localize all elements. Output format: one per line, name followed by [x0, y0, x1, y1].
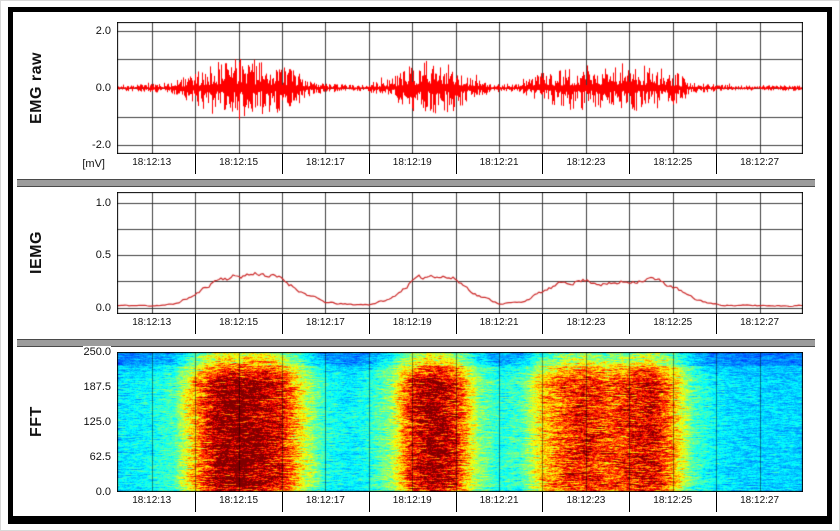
plot-area-iemg: 18:12:13 18:12:15 18:12:17 18:12:19 18:12:21…	[117, 192, 803, 334]
time-axis-gridline	[629, 492, 631, 512]
time-axis-gridline	[368, 154, 370, 174]
panel-emg-raw: EMG raw [mV] 2.0 0.0 -2.0 18:12:13 18:12:15…	[17, 22, 815, 174]
time-axis-gridline	[281, 154, 283, 174]
y-axis-tick-label: 0.5	[95, 249, 111, 262]
y-axis-emg-raw: [mV] 2.0 0.0 -2.0	[57, 22, 117, 170]
time-axis-gridline	[455, 492, 457, 512]
time-axis-gridline	[195, 154, 197, 174]
time-axis-fft: 18:12:13 18:12:15 18:12:17 18:12:19 18:12:21…	[117, 492, 803, 512]
measurement-window: EMG raw [mV] 2.0 0.0 -2.0 18:12:13 18:12:15…	[8, 7, 832, 524]
time-tick-label: 18:12:25	[650, 157, 696, 168]
time-tick-label: 18:12:13	[129, 317, 175, 328]
y-axis-iemg: 1.0 0.5 0.0	[57, 192, 117, 314]
time-tick-label: 18:12:13	[129, 157, 175, 168]
time-axis-gridline	[455, 154, 457, 174]
time-axis-iemg: 18:12:13 18:12:15 18:12:17 18:12:19 18:12:21…	[117, 314, 803, 334]
time-tick-label: 18:12:13	[129, 495, 175, 506]
y-axis-unit-mv: [mV]	[82, 158, 105, 170]
time-tick-label: 18:12:27	[737, 495, 783, 506]
time-axis-gridline	[368, 492, 370, 512]
y-axis-tick-label: 62.5	[89, 451, 111, 463]
time-axis-gridline	[542, 154, 544, 174]
time-tick-label: 18:12:15	[216, 495, 262, 506]
y-axis-tick-label: 2.0	[95, 24, 111, 37]
time-axis-gridline	[542, 492, 544, 512]
time-tick-label: 18:12:19	[389, 157, 435, 168]
y-axis-tick-label: 0.0	[95, 486, 111, 498]
time-tick-label: 18:12:19	[389, 495, 435, 506]
time-axis-emg-raw: 18:12:13 18:12:15 18:12:17 18:12:19 18:12:21…	[117, 154, 803, 174]
time-axis-gridline	[281, 492, 283, 512]
panel-separator	[17, 179, 815, 187]
iemg-envelope-plot	[117, 192, 803, 314]
panel-fft: FFT 250.0 187.5 125.0 62.5 0.0 18:12:13 18:12…	[17, 346, 815, 512]
time-tick-label: 18:12:23	[563, 495, 609, 506]
time-axis-gridline	[542, 314, 544, 334]
time-tick-label: 18:12:25	[650, 317, 696, 328]
panel-separator	[17, 339, 815, 347]
time-tick-label: 18:12:27	[737, 157, 783, 168]
time-axis-gridline	[716, 314, 718, 334]
y-axis-tick-label: 125.0	[83, 416, 111, 428]
y-axis-tick-label: 0.0	[95, 301, 111, 314]
time-tick-label: 18:12:23	[563, 157, 609, 168]
panel-title-fft: FFT	[28, 406, 45, 438]
time-tick-label: 18:12:21	[476, 157, 522, 168]
y-axis-tick-label: 187.5	[83, 381, 111, 393]
time-axis-gridline	[629, 314, 631, 334]
time-axis-gridline	[629, 154, 631, 174]
time-tick-label: 18:12:23	[563, 317, 609, 328]
time-tick-label: 18:12:19	[389, 317, 435, 328]
y-axis-tick-label: 0.0	[95, 82, 111, 94]
panel-iemg: IEMG 1.0 0.5 0.0 18:12:13 18:12:15 18:12:17 1…	[17, 192, 815, 334]
time-axis-gridline	[368, 314, 370, 334]
emg-raw-waveform-plot	[117, 22, 803, 154]
time-axis-gridline	[195, 314, 197, 334]
y-axis-tick-label: 250.0	[83, 346, 111, 358]
time-tick-label: 18:12:15	[216, 317, 262, 328]
time-tick-label: 18:12:17	[302, 317, 348, 328]
time-tick-label: 18:12:21	[476, 495, 522, 506]
time-tick-label: 18:12:27	[737, 317, 783, 328]
time-tick-label: 18:12:17	[302, 495, 348, 506]
time-axis-gridline	[281, 314, 283, 334]
plot-area-fft: 18:12:13 18:12:15 18:12:17 18:12:19 18:12:21…	[117, 352, 803, 512]
time-tick-label: 18:12:25	[650, 495, 696, 506]
y-axis-tick-label: -2.0	[92, 139, 111, 152]
y-axis-fft: 250.0 187.5 125.0 62.5 0.0	[57, 346, 117, 498]
plot-area-emg-raw: 18:12:13 18:12:15 18:12:17 18:12:19 18:12:21…	[117, 22, 803, 174]
fft-spectrogram-plot	[117, 352, 803, 492]
time-tick-label: 18:12:17	[302, 157, 348, 168]
y-axis-tick-label: 1.0	[95, 196, 111, 209]
time-tick-label: 18:12:15	[216, 157, 262, 168]
panel-title-emg-raw: EMG raw	[28, 52, 45, 124]
time-axis-gridline	[195, 492, 197, 512]
panel-title-iemg: IEMG	[28, 231, 45, 275]
time-axis-gridline	[716, 492, 718, 512]
time-axis-gridline	[716, 154, 718, 174]
time-tick-label: 18:12:21	[476, 317, 522, 328]
time-axis-gridline	[455, 314, 457, 334]
